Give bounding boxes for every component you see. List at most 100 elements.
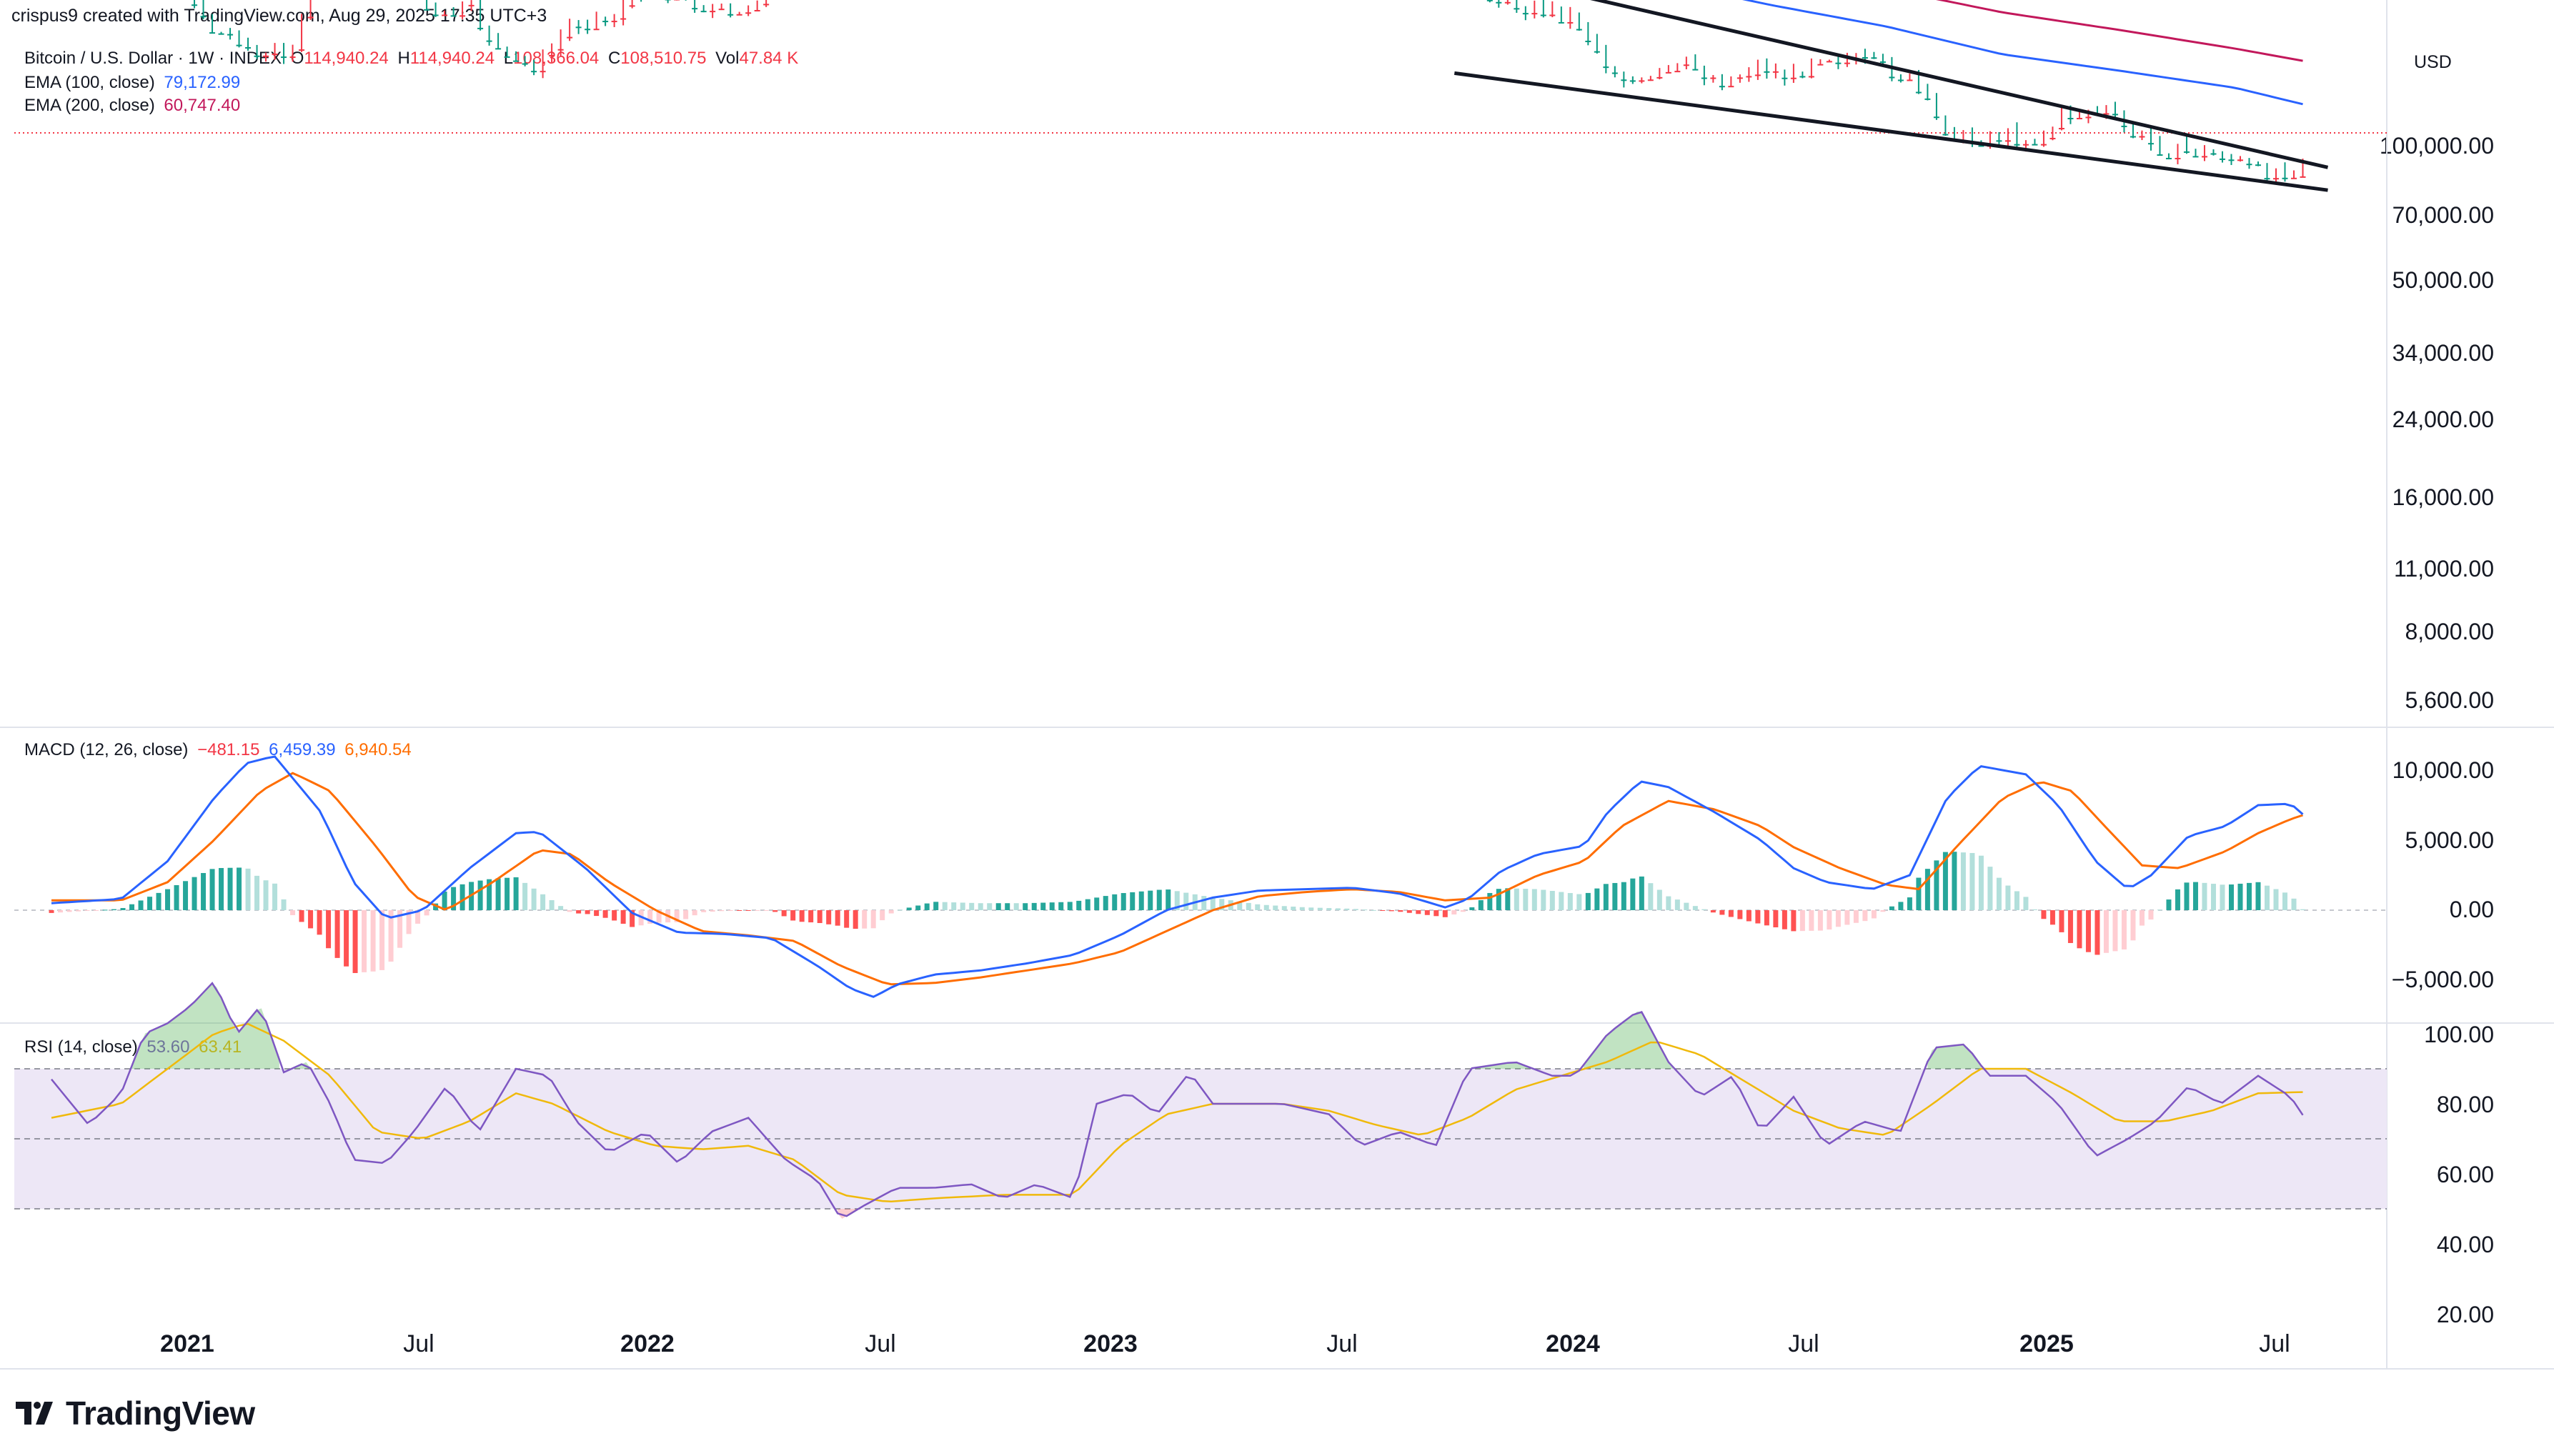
candle-body [254,55,260,57]
wedge-trendline [1590,0,2329,169]
macd-histogram-bar [2112,910,2118,952]
macd-histogram-bar [1952,852,1957,910]
candle-body [1496,1,1502,4]
candle-body [468,4,474,6]
macd-histogram-bar [1630,878,1636,910]
macd-histogram-bar [1281,906,1287,910]
macd-histogram-bar [477,880,483,910]
rsi-zone-fill [1471,1062,1531,1069]
macd-histogram-bar [2192,882,2198,910]
macd-histogram-bar [1791,910,1797,932]
macd-histogram-bar [156,892,162,910]
macd-histogram-bar [1746,910,1751,922]
candle-body [299,49,305,51]
time-tick: Jul [1788,1330,1819,1357]
candle-body [1621,79,1627,81]
macd-histogram-bar [1684,902,1689,910]
candle-body [2192,156,2199,158]
candle-body [2282,177,2288,179]
macd-histogram-bar [1728,910,1734,917]
tradingview-logo[interactable]: TradingView [16,1393,255,1433]
macd-histogram-bar [1112,894,1118,910]
macd-histogram-bar [1585,892,1591,910]
macd-line [51,755,2304,998]
macd-histogram-bar [808,910,814,923]
currency-label[interactable]: USD [2414,52,2452,72]
candle-body [1879,61,1886,63]
macd-histogram-bar [594,910,600,917]
price-tick: 5,600.00 [2405,687,2494,713]
candle-body [1504,1,1511,4]
macd-histogram-bar [1934,860,1939,910]
macd-histogram-bar [1559,892,1564,910]
macd-histogram-bar [2067,910,2073,943]
macd-histogram-bar [880,910,885,921]
macd-histogram-bar [1853,910,1859,923]
macd-histogram-bar [1514,888,1519,910]
macd-histogram-bar [1246,902,1251,910]
macd-histogram-bar [1549,891,1555,910]
candle-body [442,14,448,16]
candle-body [486,40,492,42]
candle-body [611,21,617,23]
macd-histogram-bar [433,903,439,910]
ema100-legend: EMA (100, close) 79,172.99 [24,73,241,92]
macd-histogram-bar [1326,908,1332,910]
candle-body [1719,86,1725,88]
candle-body [513,60,520,62]
macd-histogram-bar [2139,910,2145,926]
candle-body [2272,178,2279,180]
macd-histogram-bar [272,883,278,910]
candle-body [2290,177,2297,179]
macd-signal-value: 6,940.54 [344,740,412,759]
macd-tick: −5,000.00 [2391,967,2494,992]
macd-histogram-bar [1505,888,1511,910]
time-tick: Jul [2259,1330,2290,1357]
candle-body [504,56,510,58]
macd-histogram-bar [719,910,725,912]
macd-histogram-bar [254,875,260,910]
ohlc-close: C108,510.75 [607,49,707,68]
rsi-legend: RSI (14, close) 53.60 63.41 [24,1037,246,1057]
macd-histogram-bar [1005,903,1010,910]
macd-value: 6,459.39 [269,740,336,759]
candle-body [1924,98,1931,100]
macd-histogram-bar [1639,876,1644,910]
candle-body [1754,74,1761,76]
candle-body [2157,154,2163,156]
macd-histogram-bar [1755,910,1761,924]
macd-histogram-bar [817,910,823,924]
price-legend: Bitcoin / U.S. Dollar · 1W · INDEX O114,… [24,49,803,69]
macd-histogram-bar [1388,910,1394,912]
time-tick: Jul [865,1330,896,1357]
macd-histogram-bar [1478,899,1484,910]
macd-histogram-bar [2085,910,2091,952]
macd-histogram-bar [1442,910,1448,917]
macd-histogram-bar [620,910,626,924]
macd-histogram-bar [1291,907,1296,910]
macd-histogram-bar [1362,909,1368,911]
candle-body [1799,76,1806,78]
macd-histogram-bar [862,910,868,929]
macd-tick: 10,000.00 [2392,757,2494,783]
wedge-trendline [1454,71,2328,192]
candle-body [1665,71,1671,74]
macd-histogram-bar [1174,891,1180,910]
candle-body [522,63,528,65]
macd-histogram-bar [442,891,447,910]
macd-histogram-bar [379,910,385,970]
candle-body [2228,159,2235,161]
candle-body [710,11,716,13]
candle-body [424,9,430,11]
macd-histogram-bar [370,910,376,972]
macd-histogram-bar [2246,882,2252,910]
macd-histogram-bar [147,897,153,910]
macd-histogram-bar [237,867,242,910]
candle-body [236,44,242,46]
candle-body [1540,14,1546,16]
macd-histogram-bar [2130,910,2136,941]
macd-histogram-bar [415,910,421,924]
candle-body [2112,114,2118,116]
rsi-tick: 40.00 [2436,1232,2494,1257]
